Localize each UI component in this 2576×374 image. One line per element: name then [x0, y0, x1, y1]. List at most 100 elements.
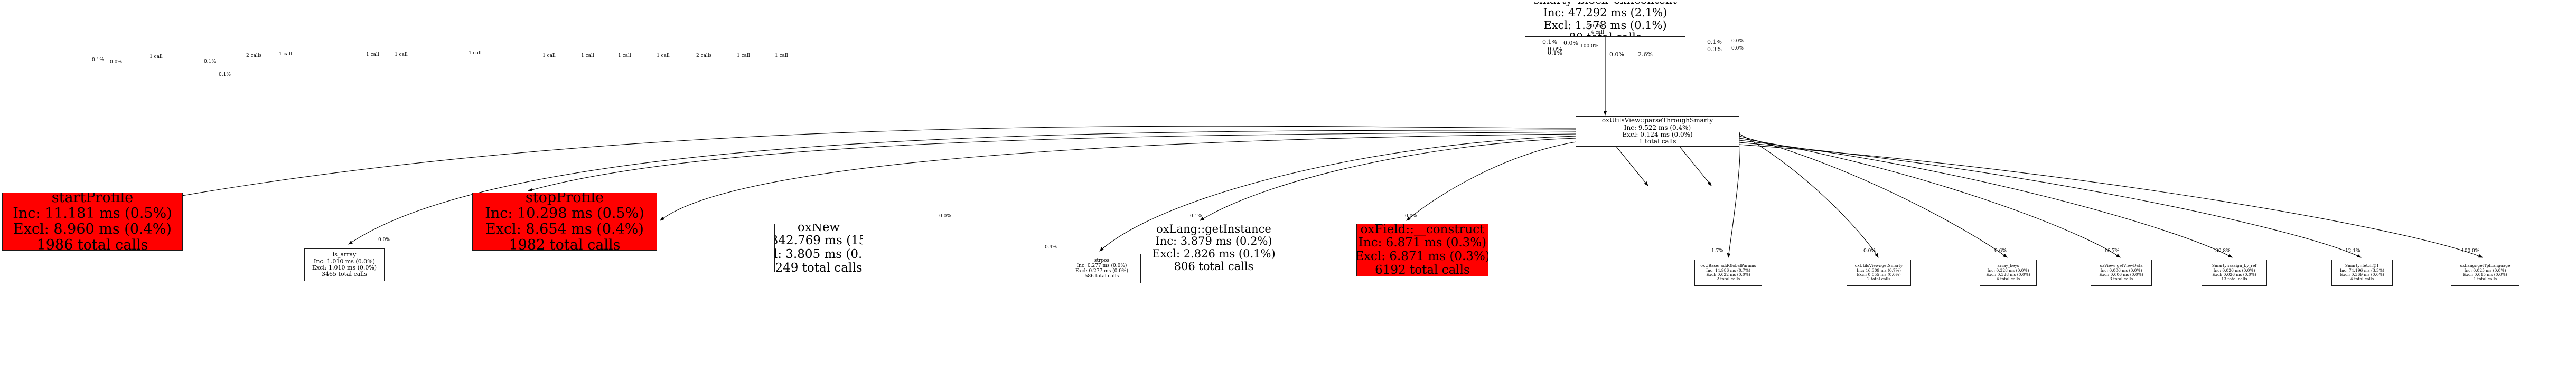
- edge-label: 0.1%: [1707, 39, 1722, 45]
- edge-label: 0.0%: [1548, 46, 1562, 53]
- node-exclusive: Excl: 0.369 ms (0.0%): [2340, 272, 2384, 277]
- node-title: is_array: [332, 251, 357, 258]
- node-calls: 1986 total calls: [36, 237, 148, 251]
- node-calls: 3465 total calls: [322, 271, 367, 278]
- edge-label: 0.0%: [378, 237, 390, 243]
- edge-label: 16.7%: [2104, 248, 2120, 254]
- node-inclusive: Inc: 0.277 ms (0.0%): [1076, 263, 1127, 268]
- node-title: oxUtilsView::getSmarty: [1854, 263, 1903, 268]
- graph-node-getSmarty[interactable]: oxUtilsView::getSmarty Inc: 16.309 ms (0…: [1847, 260, 1911, 286]
- graph-node-strpos[interactable]: strpos Inc: 0.277 ms (0.0%) Excl: 0.277 …: [1063, 254, 1141, 283]
- node-calls: 806 total calls: [1174, 260, 1254, 272]
- node-exclusive: Excl: 2.826 ms (0.1%): [1153, 247, 1275, 260]
- node-calls: 80 total calls: [1569, 31, 1641, 36]
- edge-label: 2 calls: [696, 53, 712, 59]
- graph-node-getTplLanguage[interactable]: oxLang::getTplLanguage Inc: 0.025 ms (0.…: [2451, 260, 2519, 286]
- node-inclusive: Inc: 6.871 ms (0.3%): [1358, 236, 1487, 250]
- edge-label: 0.1%: [92, 57, 104, 63]
- edge-label: 30.8%: [2215, 248, 2231, 254]
- node-inclusive: Inc: 1.010 ms (0.0%): [314, 257, 375, 265]
- node-exclusive: Excl: 0.006 ms (0.0%): [2099, 272, 2143, 277]
- node-title: Smarty::assign_by_ref: [2212, 263, 2257, 268]
- node-inclusive: Inc: 342.769 ms (15.2%): [774, 234, 863, 248]
- graph-node-assign_by_ref[interactable]: Smarty::assign_by_ref Inc: 0.026 ms (0.0…: [2202, 260, 2267, 286]
- node-inclusive: Inc: 0.025 ms (0.0%): [2464, 267, 2506, 273]
- node-title: oxUtilsView::parseThroughSmarty: [1601, 117, 1713, 124]
- edge-label: 1 call: [737, 53, 750, 59]
- graph-node-is_array[interactable]: is_array Inc: 1.010 ms (0.0%) Excl: 1.01…: [304, 248, 385, 281]
- graph-node-oxField-construct[interactable]: oxField::__construct Inc: 6.871 ms (0.3%…: [1356, 224, 1488, 276]
- graph-node-parseThroughSmarty[interactable]: oxUtilsView::parseThroughSmarty Inc: 9.5…: [1576, 116, 1739, 147]
- edge-label: 4 call: [1591, 30, 1604, 35]
- node-calls: 2 total calls: [1716, 276, 1740, 282]
- edge-label: 1 call: [657, 53, 670, 59]
- edge-label: 0.0%: [1609, 51, 1624, 58]
- node-inclusive: Inc: 0.026 ms (0.0%): [2213, 267, 2255, 273]
- node-calls: 13 total calls: [2221, 276, 2247, 282]
- node-title: oxLang::getTplLanguage: [2460, 263, 2511, 268]
- edge-label: 0.3%: [1707, 46, 1722, 53]
- node-exclusive: Excl: 6.871 ms (0.3%): [1356, 250, 1488, 263]
- node-inclusive: Inc: 3.879 ms (0.2%): [1155, 235, 1272, 248]
- node-title: oxUBase::addGlobalParams: [1700, 263, 1756, 268]
- graph-node-startProfile[interactable]: startProfile Inc: 11.181 ms (0.5%) Excl:…: [2, 193, 183, 251]
- node-title: startProfile: [51, 193, 134, 206]
- graph-node-getViewData[interactable]: oxView::getViewData Inc: 0.006 ms (0.0%)…: [2091, 260, 2152, 286]
- edge-label: 100.0%: [1580, 44, 1599, 49]
- graph-node-Smarty-fetch[interactable]: Smarty::fetch@1 Inc: 74.196 ms (3.3%) Ex…: [2331, 260, 2393, 286]
- graph-node-stopProfile[interactable]: stopProfile Inc: 10.298 ms (0.5%) Excl: …: [472, 193, 657, 251]
- edge-label: 20.8%: [1588, 24, 1603, 29]
- edge-label: 0.0%: [1731, 39, 1744, 44]
- node-exclusive: Excl: 0.328 ms (0.0%): [1986, 272, 2030, 277]
- node-exclusive: Excl: 0.026 ms (0.0%): [2212, 272, 2256, 277]
- edge-label: 0.0%: [939, 214, 951, 219]
- edge-label: 1 call: [618, 53, 631, 59]
- node-inclusive: Inc: 16.309 ms (0.7%): [1857, 267, 1901, 273]
- edge-label: 1 call: [366, 52, 379, 57]
- node-calls: 249 total calls: [775, 261, 863, 272]
- edge-label: 0.0%: [110, 60, 122, 65]
- graph-node-array_keys[interactable]: array_keys Inc: 0.328 ms (0.0%) Excl: 0.…: [1980, 260, 2037, 286]
- edge-label: 100.0%: [2461, 248, 2480, 254]
- edge-label: 0.1%: [204, 59, 216, 64]
- node-inclusive: Inc: 74.196 ms (3.3%): [2340, 267, 2384, 273]
- node-calls: 1 total calls: [1638, 138, 1676, 146]
- node-title: oxLang::getInstance: [1156, 224, 1271, 235]
- edge-label: 12.1%: [2345, 248, 2360, 254]
- graph-node-addGlobalParams[interactable]: oxUBase::addGlobalParams Inc: 14.986 ms …: [1694, 260, 1762, 286]
- node-calls: 4 total calls: [2350, 276, 2374, 282]
- edge-label: 0.1%: [219, 72, 231, 78]
- node-exclusive: Excl: 8.654 ms (0.4%): [485, 221, 644, 237]
- graph-node-oxLang-getInstance[interactable]: oxLang::getInstance Inc: 3.879 ms (0.2%)…: [1153, 224, 1275, 272]
- edge-label: 0.0%: [1405, 214, 1417, 219]
- graph-node-oxNew[interactable]: oxNew Inc: 342.769 ms (15.2%) Excl: 3.80…: [774, 224, 863, 272]
- node-title: oxView::getViewData: [2100, 263, 2143, 268]
- edge-label: 1 call: [149, 54, 163, 60]
- node-exclusive: Excl: 0.015 ms (0.0%): [2463, 272, 2507, 277]
- edge-label: 2 calls: [246, 53, 262, 59]
- node-exclusive: Excl: 1.010 ms (0.0%): [312, 264, 377, 271]
- edge-label: 0.0%: [1563, 40, 1578, 46]
- graph-node-smarty_block_oxifcontent[interactable]: smarty_block_oxifcontent Inc: 47.292 ms …: [1525, 2, 1685, 37]
- node-title: strpos: [1094, 257, 1110, 263]
- node-title: oxField::__construct: [1360, 224, 1485, 236]
- node-calls: 2 total calls: [1867, 276, 1891, 282]
- node-title: oxNew: [797, 224, 840, 234]
- node-inclusive: Inc: 10.298 ms (0.5%): [485, 205, 644, 222]
- edge-label: 1 call: [542, 53, 556, 59]
- edge-label: 0.6%: [1994, 248, 2007, 254]
- edge-label: 1.7%: [1711, 248, 1723, 254]
- node-calls: 6192 total calls: [1375, 263, 1470, 276]
- node-exclusive: Excl: 0.277 ms (0.0%): [1075, 268, 1128, 274]
- edge-label: 1 call: [279, 52, 292, 57]
- node-inclusive: Inc: 47.292 ms (2.1%): [1543, 6, 1668, 19]
- node-title: array_keys: [1997, 263, 2019, 268]
- node-calls: 1982 total calls: [509, 237, 621, 251]
- node-inclusive: Inc: 0.328 ms (0.0%): [1987, 267, 2029, 273]
- node-exclusive: Excl: 1.578 ms (0.1%): [1543, 18, 1667, 32]
- node-title: Smarty::fetch@1: [2345, 263, 2380, 268]
- edge-label: 0.1%: [1542, 39, 1557, 45]
- node-exclusive: Excl: 0.022 ms (0.0%): [1706, 272, 1750, 277]
- edge-label: 1 call: [581, 53, 594, 59]
